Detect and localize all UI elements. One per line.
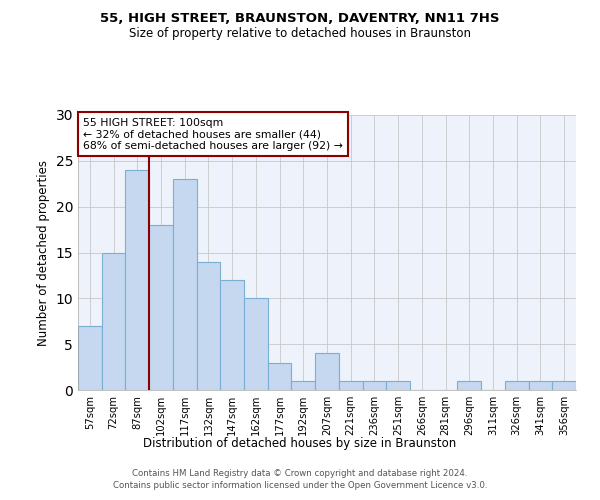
Bar (362, 381, 386, 390)
Y-axis label: Number of detached properties: Number of detached properties (37, 160, 50, 346)
Bar (78, 326, 102, 390)
Bar (197, 262, 220, 390)
Text: Contains HM Land Registry data © Crown copyright and database right 2024.: Contains HM Land Registry data © Crown c… (132, 468, 468, 477)
Text: 55, HIGH STREET, BRAUNSTON, DAVENTRY, NN11 7HS: 55, HIGH STREET, BRAUNSTON, DAVENTRY, NN… (100, 12, 500, 26)
Bar (529, 381, 552, 390)
Text: Distribution of detached houses by size in Braunston: Distribution of detached houses by size … (143, 438, 457, 450)
Bar (457, 381, 481, 390)
Bar (386, 381, 410, 390)
Bar (505, 381, 529, 390)
Bar (220, 280, 244, 390)
Bar (268, 362, 292, 390)
Bar (292, 381, 315, 390)
Bar (125, 170, 149, 390)
Bar (244, 298, 268, 390)
Bar (149, 225, 173, 390)
Bar (552, 381, 576, 390)
Text: Size of property relative to detached houses in Braunston: Size of property relative to detached ho… (129, 28, 471, 40)
Text: 55 HIGH STREET: 100sqm
← 32% of detached houses are smaller (44)
68% of semi-det: 55 HIGH STREET: 100sqm ← 32% of detached… (83, 118, 343, 151)
Bar (315, 354, 339, 390)
Text: Contains public sector information licensed under the Open Government Licence v3: Contains public sector information licen… (113, 481, 487, 490)
Bar (173, 179, 197, 390)
Bar (339, 381, 362, 390)
Bar (102, 252, 125, 390)
